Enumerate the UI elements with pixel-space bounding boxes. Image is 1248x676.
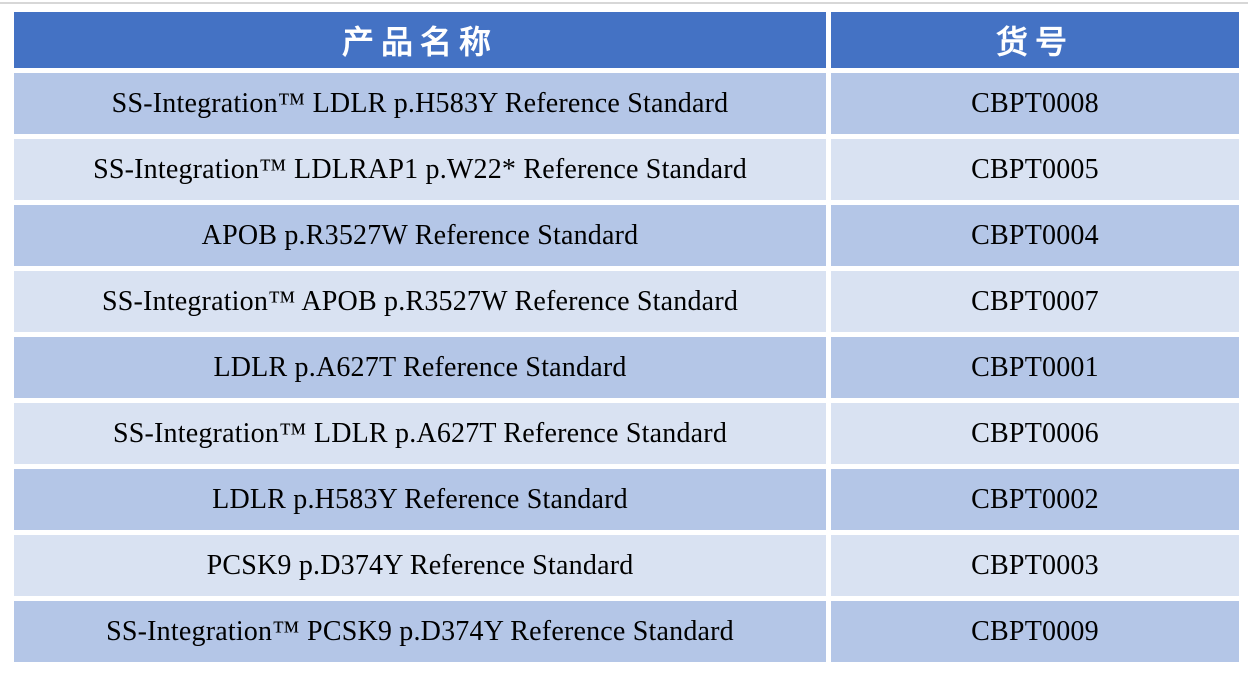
- column-header-catalog-number: 货号: [831, 12, 1239, 68]
- catalog-number-cell: CBPT0007: [831, 271, 1239, 332]
- product-name-cell: LDLR p.A627T Reference Standard: [14, 337, 826, 398]
- product-catalog-table: 产品名称 货号 SS-Integration™ LDLR p.H583Y Ref…: [9, 7, 1244, 667]
- table-row: SS-Integration™ LDLR p.H583Y Reference S…: [14, 73, 1239, 134]
- product-name-cell: SS-Integration™ LDLR p.A627T Reference S…: [14, 403, 826, 464]
- product-name-cell: LDLR p.H583Y Reference Standard: [14, 469, 826, 530]
- product-name-cell: SS-Integration™ LDLRAP1 p.W22* Reference…: [14, 139, 826, 200]
- table-body: SS-Integration™ LDLR p.H583Y Reference S…: [14, 73, 1239, 662]
- table-row: SS-Integration™ LDLR p.A627T Reference S…: [14, 403, 1239, 464]
- table-row: LDLR p.A627T Reference Standard CBPT0001: [14, 337, 1239, 398]
- table-row: LDLR p.H583Y Reference Standard CBPT0002: [14, 469, 1239, 530]
- header-row: 产品名称 货号: [14, 12, 1239, 68]
- table-row: APOB p.R3527W Reference Standard CBPT000…: [14, 205, 1239, 266]
- catalog-number-cell: CBPT0003: [831, 535, 1239, 596]
- product-name-cell: SS-Integration™ LDLR p.H583Y Reference S…: [14, 73, 826, 134]
- product-name-cell: SS-Integration™ PCSK9 p.D374Y Reference …: [14, 601, 826, 662]
- product-name-cell: PCSK9 p.D374Y Reference Standard: [14, 535, 826, 596]
- catalog-number-cell: CBPT0004: [831, 205, 1239, 266]
- catalog-number-cell: CBPT0006: [831, 403, 1239, 464]
- table-row: SS-Integration™ APOB p.R3527W Reference …: [14, 271, 1239, 332]
- catalog-number-cell: CBPT0001: [831, 337, 1239, 398]
- product-name-cell: SS-Integration™ APOB p.R3527W Reference …: [14, 271, 826, 332]
- catalog-number-cell: CBPT0002: [831, 469, 1239, 530]
- table-row: SS-Integration™ LDLRAP1 p.W22* Reference…: [14, 139, 1239, 200]
- catalog-number-cell: CBPT0005: [831, 139, 1239, 200]
- page-top-border: [0, 2, 1248, 4]
- catalog-number-cell: CBPT0009: [831, 601, 1239, 662]
- table-row: PCSK9 p.D374Y Reference Standard CBPT000…: [14, 535, 1239, 596]
- table-row: SS-Integration™ PCSK9 p.D374Y Reference …: [14, 601, 1239, 662]
- product-name-cell: APOB p.R3527W Reference Standard: [14, 205, 826, 266]
- table-header: 产品名称 货号: [14, 12, 1239, 68]
- catalog-number-cell: CBPT0008: [831, 73, 1239, 134]
- column-header-product-name: 产品名称: [14, 12, 826, 68]
